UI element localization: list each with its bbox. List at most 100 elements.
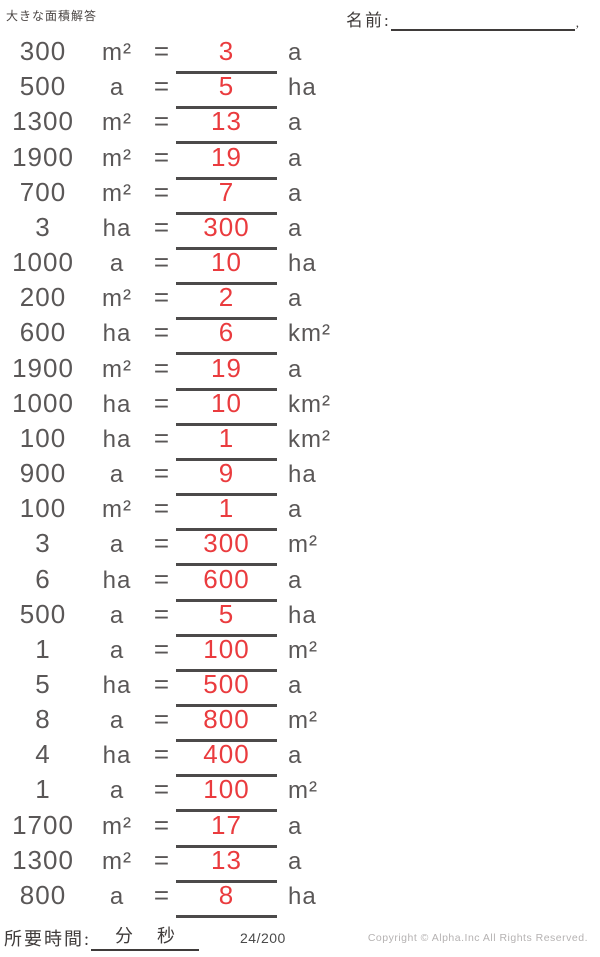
- problem-value: 800: [19, 879, 67, 910]
- problem-unit: m²: [102, 144, 132, 172]
- problem-value: 1900: [12, 141, 74, 172]
- answer-blank: 100: [176, 774, 277, 813]
- answer-blank: 400: [176, 739, 277, 778]
- equals-sign: =: [153, 809, 171, 840]
- conversion-row: 1 a = 100 m²: [0, 634, 360, 673]
- problem-unit: ha: [102, 214, 132, 242]
- conversion-row: 700 m² = 7 a: [0, 177, 360, 216]
- problem-unit: a: [109, 882, 125, 910]
- answer-blank: 10: [176, 247, 277, 286]
- problem-value: 1300: [12, 106, 74, 137]
- conversion-row: 1300 m² = 13 a: [0, 106, 360, 145]
- answer-blank: 300: [176, 212, 277, 250]
- conversion-row: 100 m² = 1 a: [0, 493, 360, 532]
- problem-value: 100: [19, 422, 67, 453]
- answer-blank: 19: [176, 353, 277, 391]
- problem-unit: a: [109, 601, 125, 629]
- equals-sign: =: [153, 176, 171, 207]
- problem-unit: a: [109, 777, 125, 805]
- problem-value: 900: [19, 458, 67, 489]
- answer-unit: a: [288, 671, 303, 699]
- answer-unit: a: [288, 39, 303, 67]
- answer-blank: 800: [176, 704, 277, 743]
- problem-value: 1700: [12, 809, 74, 840]
- equals-sign: =: [153, 422, 171, 453]
- equals-sign: =: [153, 106, 171, 137]
- problem-unit: a: [109, 74, 125, 102]
- conversion-row: 8 a = 800 m²: [0, 704, 360, 743]
- conversion-row: 1 a = 100 m²: [0, 774, 360, 813]
- conversion-row: 900 a = 9 ha: [0, 458, 360, 497]
- equals-sign: =: [153, 317, 171, 348]
- problem-value: 8: [35, 704, 51, 735]
- conversion-row: 1000 a = 10 ha: [0, 247, 360, 286]
- answer-blank: 600: [176, 564, 277, 602]
- problem-unit: m²: [102, 847, 132, 875]
- answer-blank: 19: [176, 142, 277, 180]
- answer-blank: 100: [176, 634, 277, 672]
- equals-sign: =: [153, 352, 171, 383]
- equals-sign: =: [153, 387, 171, 418]
- problem-value: 300: [19, 36, 67, 67]
- problem-value: 1300: [12, 844, 74, 875]
- conversion-row: 3 a = 300 m²: [0, 528, 360, 567]
- conversion-row: 1700 m² = 17 a: [0, 809, 360, 848]
- answer-blank: 1: [176, 423, 277, 461]
- conversion-row: 800 a = 8 ha: [0, 880, 360, 919]
- answer-blank: 10: [176, 388, 277, 426]
- answer-blank: 2: [176, 282, 277, 321]
- problem-value: 1000: [12, 387, 74, 418]
- answer-blank: 5: [176, 71, 277, 110]
- equals-sign: =: [153, 598, 171, 629]
- problem-value: 700: [19, 176, 67, 207]
- problem-unit: m²: [102, 39, 132, 67]
- answer-blank: 300: [176, 528, 277, 567]
- equals-sign: =: [153, 71, 171, 102]
- answer-unit: a: [288, 496, 303, 524]
- minutes-label: 分: [115, 926, 134, 946]
- problem-unit: m²: [102, 285, 132, 313]
- equals-sign: =: [153, 247, 171, 278]
- conversion-row: 1000 ha = 10 km²: [0, 388, 360, 427]
- problem-value: 100: [19, 493, 67, 524]
- answer-unit: ha: [288, 250, 317, 278]
- problem-unit: a: [109, 636, 125, 664]
- problem-value: 500: [19, 598, 67, 629]
- seconds-label: 秒: [157, 926, 176, 946]
- equals-sign: =: [153, 739, 171, 770]
- conversion-row: 3 ha = 300 a: [0, 212, 360, 251]
- conversion-row: 300 m² = 3 a: [0, 36, 360, 75]
- answer-blank: 6: [176, 317, 277, 356]
- problem-unit: ha: [102, 742, 132, 770]
- answer-blank: 7: [176, 177, 277, 215]
- equals-sign: =: [153, 844, 171, 875]
- time-blank-line: 分 秒: [91, 922, 200, 951]
- conversion-row: 500 a = 5 ha: [0, 71, 360, 110]
- problem-value: 600: [19, 317, 67, 348]
- answer-blank: 3: [176, 36, 277, 75]
- equals-sign: =: [153, 879, 171, 910]
- answer-unit: ha: [288, 601, 317, 629]
- equals-sign: =: [153, 563, 171, 594]
- problem-value: 4: [35, 739, 51, 770]
- answer-blank: 1: [176, 493, 277, 532]
- answer-unit: a: [288, 179, 303, 207]
- equals-sign: =: [153, 458, 171, 489]
- problem-value: 6: [35, 563, 51, 594]
- problem-value: 5: [35, 668, 51, 699]
- problem-unit: m²: [102, 179, 132, 207]
- problem-value: 500: [19, 71, 67, 102]
- answer-unit: km²: [288, 390, 331, 418]
- problem-unit: ha: [102, 566, 132, 594]
- time-required-label: 所要時間:: [4, 929, 92, 949]
- equals-sign: =: [153, 704, 171, 735]
- conversion-row: 100 ha = 1 km²: [0, 423, 360, 462]
- answer-blank: 17: [176, 810, 277, 848]
- name-field: 名前: ,: [346, 6, 579, 31]
- answer-unit: ha: [288, 882, 317, 910]
- answer-blank: 9: [176, 458, 277, 497]
- problem-value: 200: [19, 282, 67, 313]
- equals-sign: =: [153, 633, 171, 664]
- equals-sign: =: [153, 211, 171, 242]
- name-label: 名前:: [346, 11, 391, 30]
